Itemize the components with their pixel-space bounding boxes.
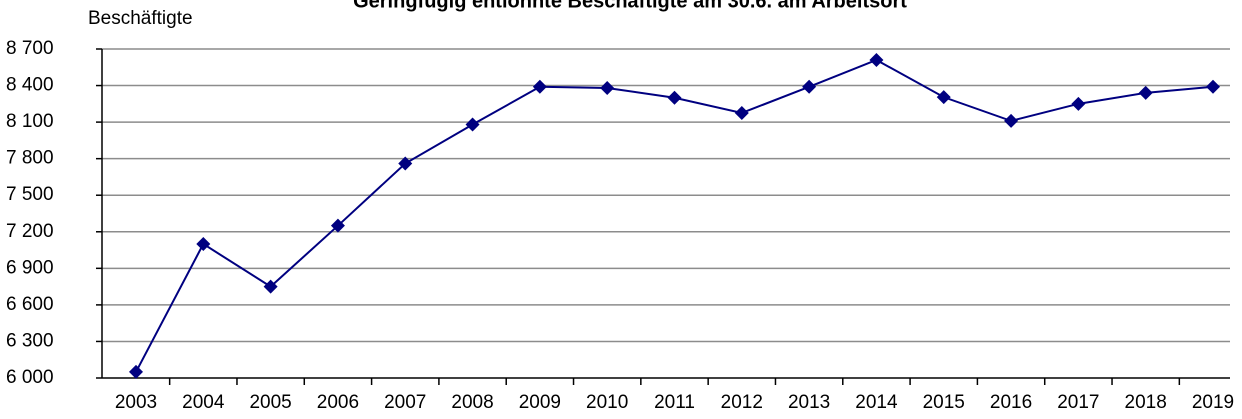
y-tick-label: 6 300	[6, 330, 54, 351]
y-tick-label: 6 900	[6, 257, 54, 278]
marker	[600, 80, 615, 95]
x-tick-label: 2015	[923, 392, 965, 413]
x-tick-label: 2003	[115, 392, 157, 413]
marker	[1071, 96, 1086, 111]
x-tick-label: 2010	[586, 392, 628, 413]
x-tick-label: 2005	[249, 392, 291, 413]
x-tick-label: 2006	[317, 392, 359, 413]
marker	[1206, 79, 1220, 94]
marker	[1004, 113, 1019, 128]
y-axis-label: Beschäftigte	[88, 8, 193, 29]
x-tick-label: 2011	[654, 392, 695, 413]
x-tick-label: 2012	[721, 392, 763, 413]
x-tick-label: 2019	[1192, 392, 1234, 413]
y-tick-label: 7 200	[6, 221, 54, 242]
y-tick-label: 6 600	[6, 294, 54, 315]
x-tick-label: 2016	[990, 392, 1032, 413]
x-tick-label: 2004	[182, 392, 225, 413]
y-tick-label: 6 000	[6, 367, 54, 388]
marker	[1138, 85, 1153, 100]
y-tick-label: 7 500	[6, 184, 54, 205]
x-tick-label: 2013	[788, 392, 830, 413]
x-tick-label: 2009	[519, 392, 561, 413]
marker	[196, 236, 211, 251]
y-tick-label: 8 700	[6, 38, 54, 59]
marker	[398, 156, 413, 171]
x-tick-label: 2018	[1125, 392, 1167, 413]
x-tick-label: 2017	[1057, 392, 1099, 413]
marker	[330, 218, 345, 233]
marker	[667, 90, 682, 105]
marker	[263, 279, 278, 294]
y-tick-label: 8 100	[6, 111, 54, 132]
marker	[532, 79, 547, 94]
marker	[465, 117, 480, 132]
chart-title: Geringfügig entlohnte Beschäftigte am 30…	[353, 0, 907, 12]
marker	[802, 79, 817, 94]
x-tick-label: 2007	[384, 392, 426, 413]
line	[135, 58, 1214, 373]
marker	[129, 364, 143, 379]
x-tick-label: 2014	[855, 392, 898, 413]
y-tick-label: 8 400	[6, 75, 54, 96]
y-tick-label: 7 800	[6, 148, 54, 169]
marker	[734, 105, 749, 120]
x-tick-label: 2008	[451, 392, 493, 413]
marker	[869, 52, 884, 67]
marker	[936, 90, 951, 105]
